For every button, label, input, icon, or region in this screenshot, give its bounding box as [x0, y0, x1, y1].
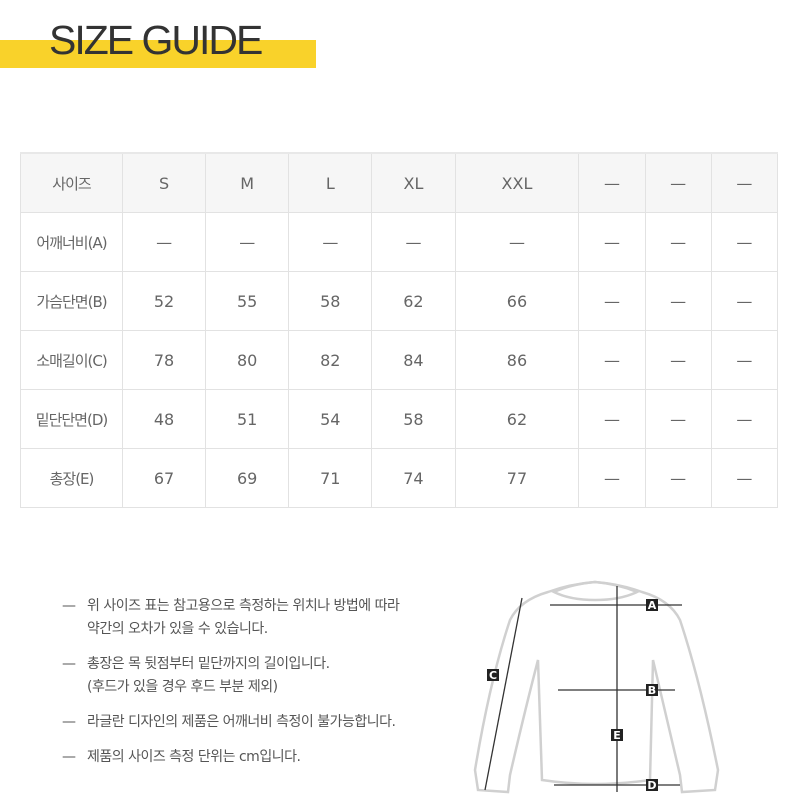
table-cell: —: [644, 212, 712, 272]
note-text: 위 사이즈 표는 참고용으로 측정하는 위치나 방법에 따라: [87, 598, 400, 614]
table-cell: —: [644, 271, 712, 331]
table-row: 어깨너비(A) — — — — — — — —: [20, 212, 779, 272]
table-cell: 58: [288, 271, 373, 331]
table-cell: —: [454, 212, 580, 272]
title-accent-bar: [0, 40, 316, 68]
table-cell: 74: [371, 448, 456, 508]
label-c: C: [489, 669, 497, 682]
label-b: B: [648, 684, 656, 697]
note-text: 총장은 목 뒷점부터 밑단까지의 길이입니다.: [87, 656, 330, 672]
sweater-measurement-diagram: A B C D E: [473, 580, 720, 794]
table-cell: M: [205, 152, 290, 213]
table-cell: —: [644, 448, 712, 508]
label-a: A: [648, 599, 657, 612]
dash-bullet: —: [62, 598, 76, 614]
table-cell: S: [121, 152, 207, 213]
table-cell: —: [371, 212, 456, 272]
row-label: 사이즈: [20, 152, 123, 213]
page-title: SIZE GUIDE: [49, 17, 263, 63]
table-cell: 48: [121, 389, 207, 449]
table-cell: 58: [371, 389, 456, 449]
table-cell: 51: [205, 389, 290, 449]
table-cell: —: [644, 152, 712, 213]
dash-bullet: —: [62, 749, 76, 765]
table-cell: 86: [454, 330, 580, 390]
table-cell: —: [710, 271, 779, 331]
table-cell: 66: [454, 271, 580, 331]
note-item: — 총장은 목 뒷점부터 밑단까지의 길이입니다. (후드가 있을 경우 후드 부분…: [62, 653, 399, 699]
note-text: 제품의 사이즈 측정 단위는 cm입니다.: [87, 749, 301, 765]
note-text: 라글란 디자인의 제품은 어깨너비 측정이 불가능합니다.: [87, 714, 396, 730]
note-item: — 라글란 디자인의 제품은 어깨너비 측정이 불가능합니다.: [62, 711, 399, 734]
table-cell: —: [121, 212, 207, 272]
table-cell: —: [710, 448, 779, 508]
note-item: — 제품의 사이즈 측정 단위는 cm입니다.: [62, 746, 399, 769]
table-cell: 52: [121, 271, 207, 331]
sweater-outline: [473, 580, 720, 794]
table-cell: —: [578, 271, 646, 331]
table-cell: —: [710, 389, 779, 449]
table-cell: 80: [205, 330, 290, 390]
table-cell: 67: [121, 448, 207, 508]
measure-c: [484, 597, 523, 791]
row-label: 소매길이(C): [20, 330, 123, 390]
table-cell: 71: [288, 448, 373, 508]
table-cell: —: [578, 330, 646, 390]
label-d: D: [647, 779, 656, 792]
dash-bullet: —: [62, 656, 76, 672]
row-label: 가슴단면(B): [20, 271, 123, 331]
dash-bullet: —: [62, 714, 76, 730]
table-cell: 62: [371, 271, 456, 331]
table-cell: —: [578, 448, 646, 508]
table-cell: —: [288, 212, 373, 272]
note-text: 약간의 오차가 있을 수 있습니다.: [87, 621, 268, 637]
table-cell: 78: [121, 330, 207, 390]
table-cell: —: [644, 389, 712, 449]
table-header-row: 사이즈 S M L XL XXL — — —: [20, 152, 779, 213]
label-e: E: [613, 729, 621, 742]
table-row: 가슴단면(B) 52 55 58 62 66— — —: [20, 271, 779, 331]
table-row: 소매길이(C) 78 80 82 84 86— — —: [20, 330, 779, 390]
table-cell: 77: [454, 448, 580, 508]
table-cell: XXL: [454, 152, 580, 213]
table-cell: —: [205, 212, 290, 272]
row-label: 총장(E): [20, 448, 123, 508]
table-cell: 82: [288, 330, 373, 390]
table-cell: 62: [454, 389, 580, 449]
row-label: 밑단단면(D): [20, 389, 123, 449]
note-text: (후드가 있을 경우 후드 부분 제외): [87, 679, 278, 695]
table-row: 밑단단면(D) 48 51 54 58 62— — —: [20, 389, 779, 449]
table-cell: L: [288, 152, 373, 213]
table-cell: —: [644, 330, 712, 390]
table-cell: —: [710, 152, 779, 213]
table-cell: 54: [288, 389, 373, 449]
table-cell: —: [578, 389, 646, 449]
table-cell: 69: [205, 448, 290, 508]
table-cell: XL: [371, 152, 456, 213]
table-cell: —: [710, 212, 779, 272]
table-cell: —: [710, 330, 779, 390]
row-label: 어깨너비(A): [20, 212, 123, 272]
table-cell: 84: [371, 330, 456, 390]
table-row: 총장(E) 67 69 71 74 77— — —: [20, 448, 779, 508]
table-cell: —: [578, 212, 646, 272]
table-cell: —: [578, 152, 646, 213]
size-table: 사이즈 S M L XL XXL — — — 어깨너비(A) — — — — — — — — 가슴단면(B) 52 55…: [20, 152, 779, 508]
table-cell: 55: [205, 271, 290, 331]
